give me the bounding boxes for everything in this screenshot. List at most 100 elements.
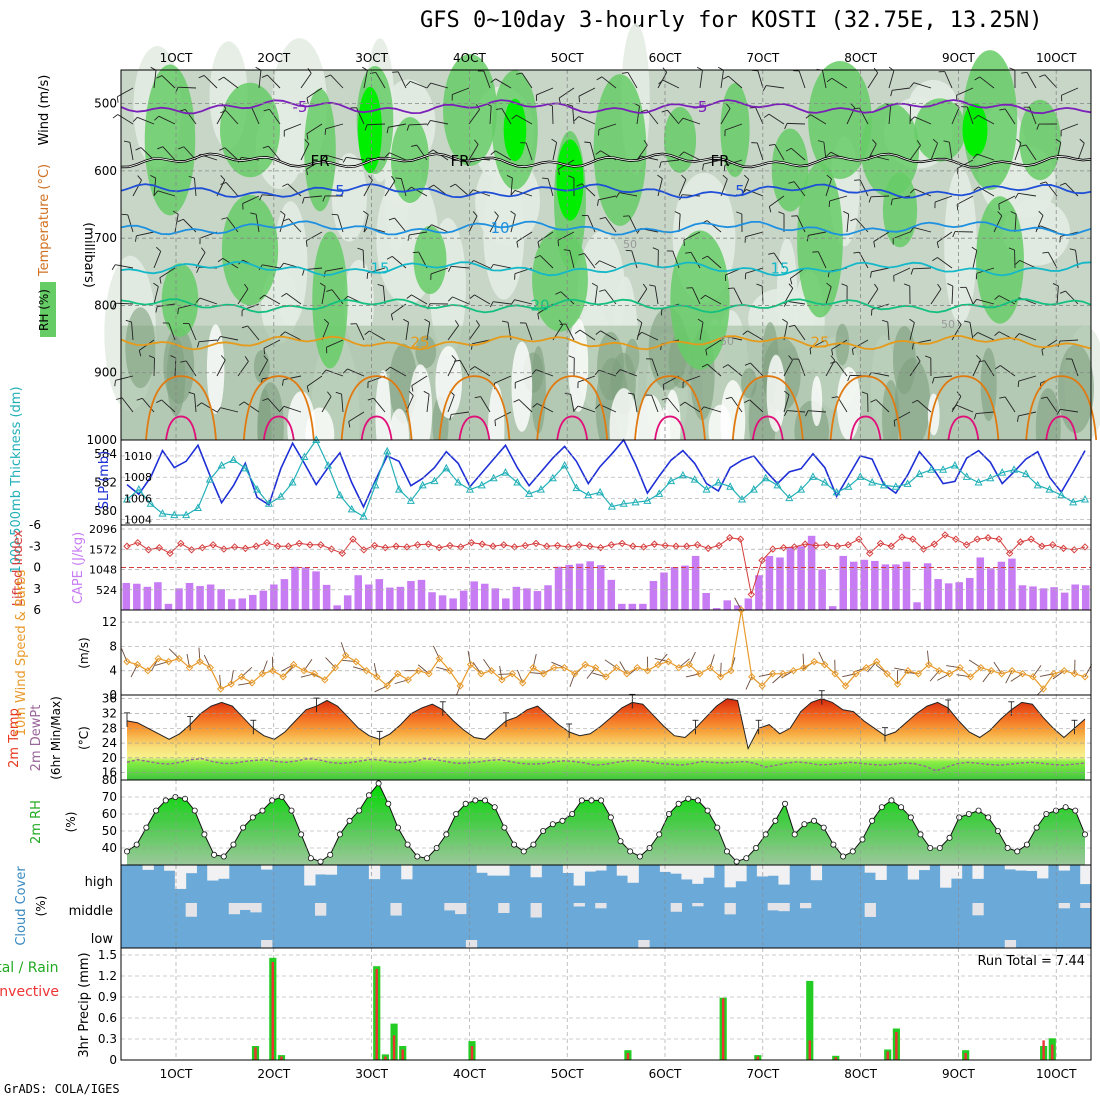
- wind-barb: [578, 87, 596, 97]
- bar: [280, 579, 289, 610]
- data-point: [360, 546, 368, 554]
- wind-barb-flag: [784, 410, 788, 417]
- cloud-high-gap: [315, 865, 327, 875]
- data-point: [915, 469, 924, 477]
- wind-barb: [912, 267, 932, 270]
- y-tick-label: 70: [102, 790, 117, 804]
- data-point: [956, 814, 963, 821]
- wind-barb-flag: [831, 396, 838, 399]
- data-point: [925, 660, 933, 669]
- wind-barb: [796, 215, 806, 233]
- wind-barb: [683, 231, 701, 241]
- bar: [955, 582, 963, 610]
- cloud-high-gap: [950, 865, 963, 879]
- wind-barb-flag: [974, 76, 981, 81]
- y-tick-label: 36: [102, 692, 117, 706]
- y-tick-label: 584: [94, 447, 117, 461]
- wind-barb: [998, 295, 1016, 305]
- bar-convective: [1051, 1044, 1054, 1060]
- wind-barb: [651, 395, 659, 413]
- data-point: [607, 541, 616, 549]
- wind-barb: [977, 332, 995, 341]
- data-point: [801, 540, 809, 548]
- data-point: [307, 855, 314, 862]
- panel-background: [121, 948, 1091, 1060]
- data-point: [675, 663, 683, 672]
- wind-barb-flag: [391, 175, 396, 182]
- data-point: [356, 807, 363, 814]
- wind-barb: [129, 142, 134, 161]
- wind-barb: [640, 155, 659, 161]
- cloud-high-gap: [703, 865, 715, 878]
- wind-barb-flag: [681, 174, 687, 180]
- wind-barb: [598, 195, 617, 201]
- wind-barb: [599, 260, 617, 269]
- wind-barb: [408, 123, 428, 126]
- wind-barb-flag: [426, 82, 432, 89]
- isotherm-30-lobe: [340, 375, 413, 441]
- wind-barb-flag: [123, 140, 130, 143]
- bar: [839, 555, 847, 610]
- wind-barb-flag: [406, 124, 410, 131]
- wind-barb: [493, 301, 512, 305]
- wind-barb: [755, 107, 764, 125]
- data-point: [678, 470, 687, 479]
- wind-barb-flag: [756, 283, 763, 287]
- wind-barb: [264, 294, 281, 305]
- data-point: [414, 853, 421, 860]
- data-point: [841, 682, 850, 690]
- bar-convective: [280, 1056, 283, 1060]
- bar: [449, 598, 457, 610]
- y-tick-label: 12: [102, 615, 117, 629]
- wind-barb-flag: [722, 364, 729, 368]
- wind-barb-flag: [451, 355, 457, 361]
- wind-barb-flag: [911, 343, 914, 350]
- wind-barb-flag: [489, 301, 494, 308]
- rh-contour-label: 50: [623, 238, 637, 251]
- wind-barb-flag: [198, 75, 205, 79]
- wind-barb: [892, 87, 911, 91]
- wind-barb-flag: [423, 390, 430, 395]
- wind-barb: [430, 267, 449, 275]
- wind-barb-flag: [321, 154, 327, 161]
- bar: [175, 588, 183, 610]
- wind-barb-flag: [148, 355, 155, 359]
- data-point: [797, 485, 806, 493]
- data-point: [704, 807, 711, 814]
- data-point: [945, 670, 954, 678]
- wind-barb-flag: [826, 174, 832, 180]
- cloud-high-gap: [940, 865, 952, 888]
- wind-barb: [766, 85, 785, 89]
- bar: [892, 564, 900, 610]
- wind-barb: [870, 195, 890, 198]
- bar: [238, 598, 247, 610]
- wind-barb-flag: [280, 210, 286, 216]
- data-point: [146, 499, 155, 507]
- bar: [702, 593, 710, 610]
- bar: [491, 588, 500, 610]
- y-tick-label: 8: [109, 639, 117, 653]
- wind-barb-flag: [595, 150, 601, 155]
- data-point: [187, 546, 196, 554]
- wind-barb: [184, 109, 197, 125]
- cloud-mid-gap: [573, 903, 585, 907]
- bar: [723, 600, 732, 610]
- cloud-mid-gap: [239, 903, 251, 910]
- wind-barb-flag: [828, 200, 831, 207]
- wind-barb-flag: [495, 108, 502, 110]
- wind-barb: [451, 411, 470, 415]
- cloud-high-gap: [735, 865, 747, 882]
- data-point: [1082, 831, 1089, 838]
- wind-barb: [787, 410, 806, 413]
- data-point: [619, 499, 628, 507]
- y-axis-label: 3hr Precip (mm): [77, 952, 92, 1057]
- data-point: [1062, 804, 1069, 811]
- data-point: [335, 490, 344, 499]
- data-point: [909, 535, 917, 543]
- y-tick-label: 3: [33, 582, 41, 596]
- wind-barb: [341, 394, 344, 413]
- cloud-high-gap: [142, 865, 154, 870]
- wind-barb-flag: [595, 330, 601, 335]
- data-point: [336, 831, 343, 838]
- wind-barb-flag: [468, 189, 474, 195]
